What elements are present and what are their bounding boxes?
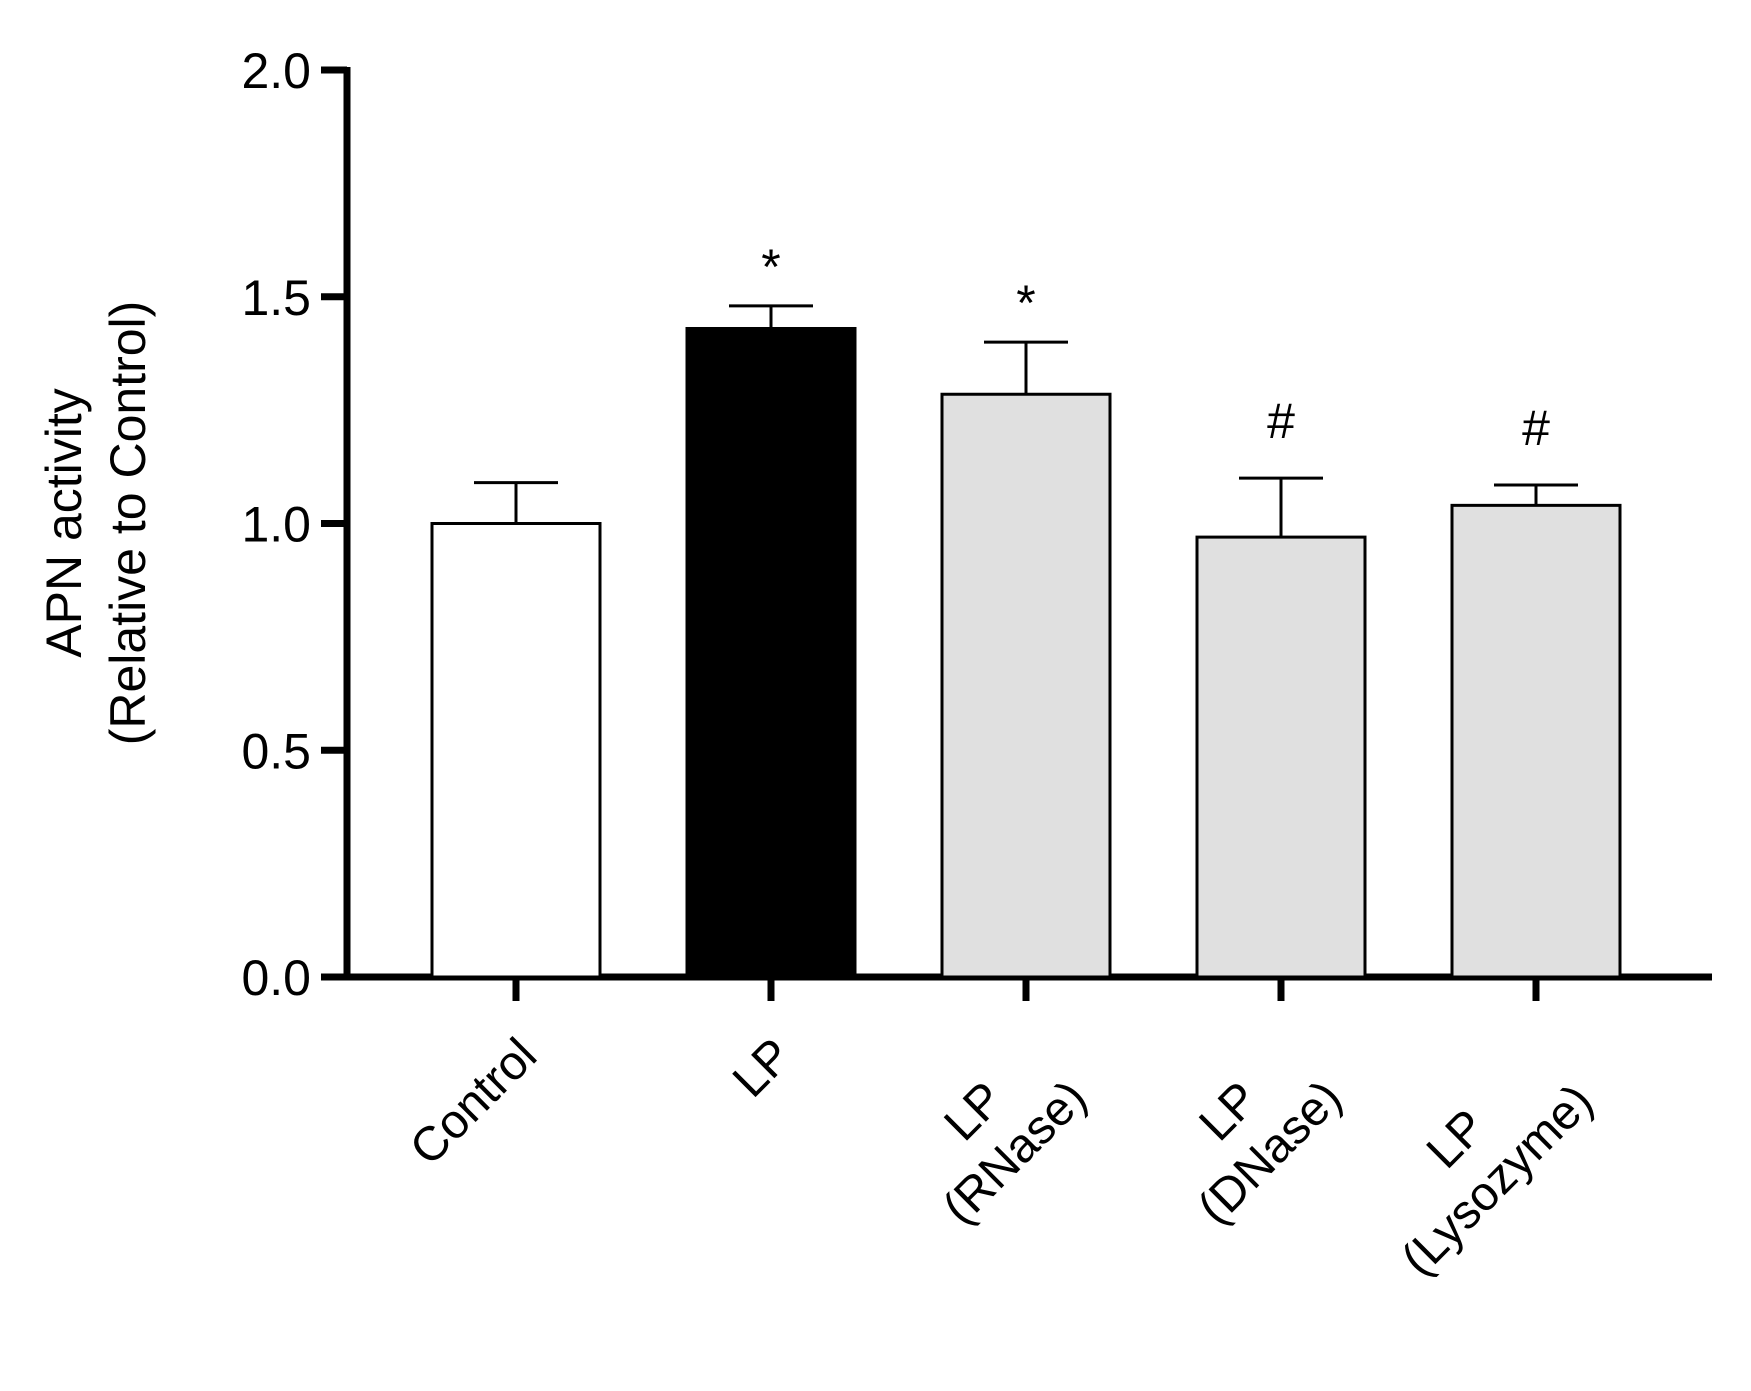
category-label: LP(DNase) <box>1147 1030 1352 1235</box>
category-label: Control <box>400 1029 547 1176</box>
bar <box>685 326 857 979</box>
y-axis-label-line-1: APN activity <box>36 388 92 658</box>
y-tick-label: 1.0 <box>241 497 311 553</box>
category-label-text: Control <box>400 1029 547 1176</box>
significance-annotation: * <box>761 239 780 295</box>
category-label-text: LP(DNase) <box>1147 1030 1352 1235</box>
bar <box>940 392 1112 979</box>
category-label: LP(Lysozyme) <box>1351 1033 1604 1286</box>
y-tick-label: 0.0 <box>241 950 311 1006</box>
significance-annotation: # <box>1522 400 1550 456</box>
bar <box>1450 503 1622 979</box>
y-tick-label: 2.0 <box>241 43 311 99</box>
y-axis-label: APN activity (Relative to Control) <box>36 301 156 746</box>
bar <box>430 522 602 979</box>
y-axis-ticks: 0.0 0.5 1.0 1.5 2.0 <box>241 43 347 1006</box>
category-label-text: LP(RNase) <box>892 1030 1097 1235</box>
x-axis-ticks <box>512 977 1540 1001</box>
category-label-text: LP(Lysozyme) <box>1351 1033 1604 1286</box>
category-label-text: LP <box>723 1029 802 1108</box>
category-label-line: (Lysozyme) <box>1392 1074 1604 1286</box>
category-label: LP <box>723 1029 802 1108</box>
y-axis-label-line-2: (Relative to Control) <box>100 301 156 746</box>
category-label-line: Control <box>400 1029 547 1176</box>
y-tick-label: 1.5 <box>241 270 311 326</box>
bars: * * # # <box>430 239 1622 979</box>
category-label: LP(RNase) <box>892 1030 1097 1235</box>
significance-annotation: # <box>1267 393 1295 449</box>
y-tick-label: 0.5 <box>241 723 311 779</box>
category-label-line: LP <box>723 1029 802 1108</box>
bar <box>1195 535 1367 979</box>
category-labels: Control LP LP(RNase) LP(DNase) LP(Lysozyme) <box>400 1029 1603 1286</box>
significance-annotation: * <box>1016 275 1035 331</box>
